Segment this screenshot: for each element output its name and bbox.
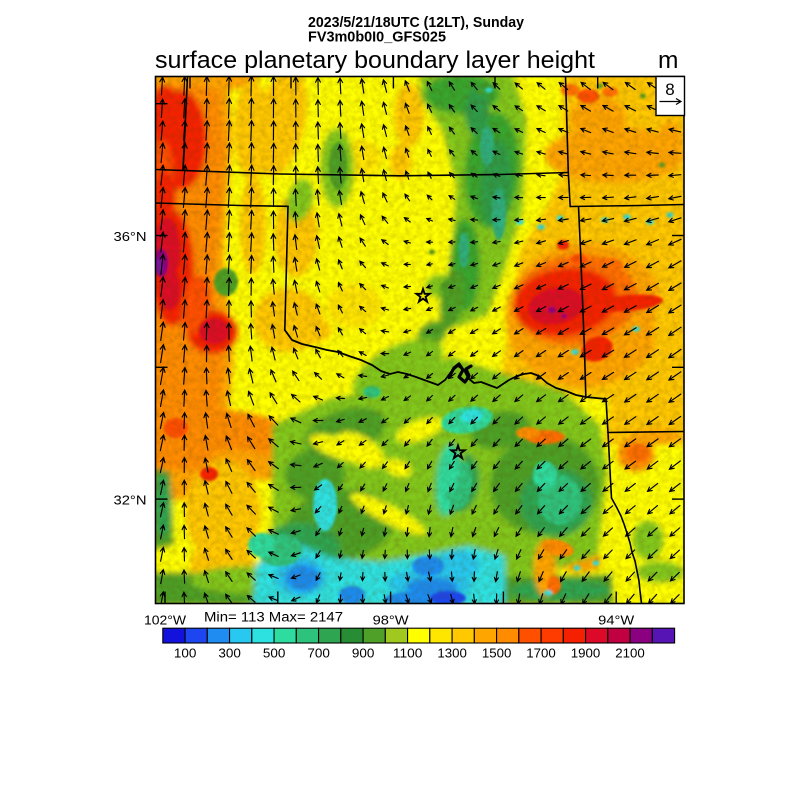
svg-text:94°W: 94°W: [598, 613, 635, 628]
svg-text:100: 100: [174, 646, 197, 661]
svg-text:8: 8: [665, 80, 674, 99]
svg-text:FV3m0b0I0_GFS025: FV3m0b0I0_GFS025: [308, 29, 446, 46]
svg-text:1300: 1300: [437, 646, 467, 661]
svg-text:1700: 1700: [526, 646, 556, 661]
svg-text:surface planetary boundary lay: surface planetary boundary layer height: [155, 47, 595, 74]
svg-text:500: 500: [263, 646, 286, 661]
svg-text:m: m: [658, 47, 678, 74]
svg-text:1900: 1900: [571, 646, 601, 661]
svg-text:102°W: 102°W: [144, 613, 187, 628]
svg-text:2100: 2100: [615, 646, 645, 661]
svg-text:300: 300: [218, 646, 241, 661]
svg-text:1100: 1100: [393, 646, 423, 661]
svg-text:1500: 1500: [482, 646, 512, 661]
svg-text:2023/5/21/18UTC (12LT), Sunday: 2023/5/21/18UTC (12LT), Sunday: [308, 14, 525, 31]
svg-text:700: 700: [307, 646, 330, 661]
svg-text:36°N: 36°N: [114, 229, 147, 244]
svg-text:32°N: 32°N: [114, 493, 147, 508]
svg-text:900: 900: [352, 646, 375, 661]
svg-text:Min= 113 Max= 2147: Min= 113 Max= 2147: [204, 610, 343, 626]
svg-text:98°W: 98°W: [373, 613, 410, 628]
